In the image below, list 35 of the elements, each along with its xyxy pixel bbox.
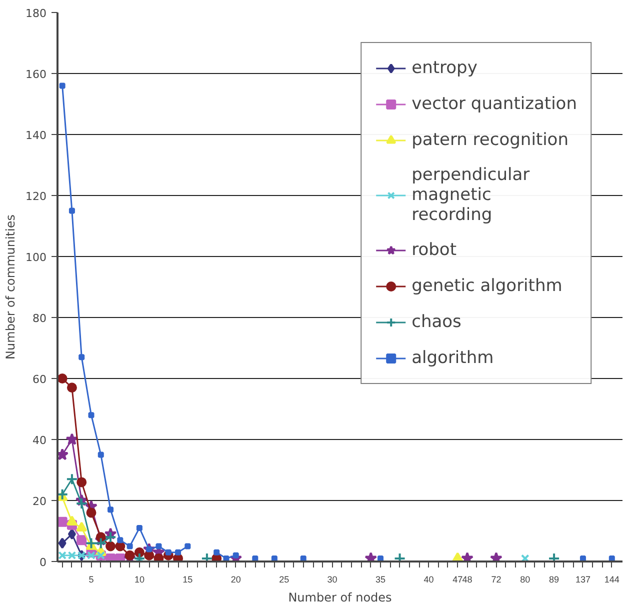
legend-label: chaos <box>412 311 462 333</box>
legend-label: algorithm <box>412 347 494 369</box>
legend-label: entropy <box>412 57 478 79</box>
x-tick-label: 30 <box>327 574 338 584</box>
y-tick-label: 60 <box>32 373 47 386</box>
y-tick-label: 140 <box>26 129 47 142</box>
legend-label: genetic algorithm <box>412 275 562 297</box>
x-tick-label: 20 <box>230 574 241 584</box>
x-tick-label: 25 <box>279 574 290 584</box>
x-tick-label: 10 <box>134 574 144 584</box>
x-tick-label: 80 <box>520 574 530 584</box>
x-tick-label: 40 <box>424 574 434 584</box>
x-tick-label: 89 <box>549 574 560 584</box>
y-tick-label: 160 <box>26 68 47 81</box>
x-tick-label: 15 <box>182 574 193 584</box>
y-tick-label: 40 <box>32 434 47 447</box>
x-tick-label: 35 <box>375 574 386 584</box>
legend-label: perpendicular magnetic recording <box>412 165 530 225</box>
y-tick-label: 80 <box>32 312 47 325</box>
legend-label: patern recognition <box>412 129 568 151</box>
y-tick-label: 180 <box>26 7 47 20</box>
x-tick-label: 144 <box>604 574 620 584</box>
x-tick-label: 5 <box>88 574 94 584</box>
x-axis-title: Number of nodes <box>288 590 392 604</box>
y-axis-title: Number of communities <box>4 214 18 360</box>
y-tick-label: 20 <box>32 495 47 508</box>
x-tick-label: 137 <box>575 574 590 584</box>
legend-label: vector quantization <box>412 93 577 115</box>
legend-label: robot <box>412 239 456 261</box>
y-tick-label: 120 <box>26 190 47 203</box>
y-tick-label: 0 <box>40 556 46 569</box>
x-tick-label: 72 <box>491 574 502 584</box>
y-tick-label: 100 <box>26 251 47 264</box>
x-tick-label: 48 <box>462 574 472 584</box>
x-tick-label: 47 <box>452 574 463 584</box>
